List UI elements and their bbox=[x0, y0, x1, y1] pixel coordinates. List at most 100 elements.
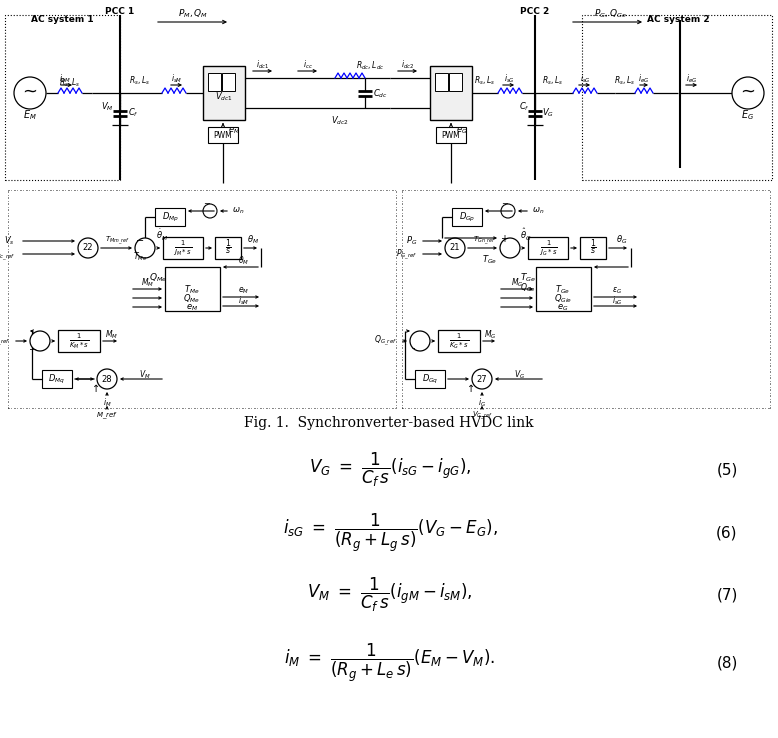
Bar bbox=[536, 267, 591, 311]
Text: $i_M$: $i_M$ bbox=[103, 397, 111, 410]
Text: $V_{G\_ref}$: $V_{G\_ref}$ bbox=[471, 410, 492, 422]
Bar bbox=[452, 208, 482, 226]
Text: $e_M$: $e_M$ bbox=[228, 125, 240, 137]
Text: $V_s$: $V_s$ bbox=[5, 235, 15, 247]
Text: ~: ~ bbox=[741, 83, 755, 101]
Text: $i_G$: $i_G$ bbox=[478, 397, 486, 410]
Text: $\frac{1}{K_G *s}$: $\frac{1}{K_G *s}$ bbox=[449, 331, 469, 351]
Text: $i_{sM}$: $i_{sM}$ bbox=[238, 294, 250, 307]
Text: $T_{Ge}$: $T_{Ge}$ bbox=[482, 254, 497, 266]
Bar bbox=[42, 370, 72, 388]
Circle shape bbox=[472, 369, 492, 389]
Text: $R_s, L_s$: $R_s, L_s$ bbox=[542, 75, 563, 87]
Circle shape bbox=[500, 238, 520, 258]
Bar bbox=[222, 73, 235, 91]
Circle shape bbox=[78, 238, 98, 258]
Text: $D_{Mp}$: $D_{Mp}$ bbox=[162, 210, 178, 224]
Text: $R_s, L_s$: $R_s, L_s$ bbox=[129, 75, 151, 87]
Bar bbox=[215, 237, 241, 259]
Circle shape bbox=[135, 238, 155, 258]
Text: (5): (5) bbox=[717, 463, 738, 477]
Text: $M\_ref$: $M\_ref$ bbox=[96, 411, 118, 421]
Bar bbox=[163, 237, 203, 259]
Text: $V_G\ =\ \dfrac{1}{C_f\, s}(i_{sG} - i_{gG}),$: $V_G\ =\ \dfrac{1}{C_f\, s}(i_{sG} - i_{… bbox=[309, 451, 471, 489]
Text: $V_M$: $V_M$ bbox=[139, 369, 151, 382]
Text: $R_s, L_s$: $R_s, L_s$ bbox=[615, 75, 636, 87]
Bar bbox=[582, 15, 772, 180]
Bar bbox=[449, 73, 462, 91]
Text: $P_G$: $P_G$ bbox=[405, 235, 417, 247]
Bar bbox=[208, 73, 221, 91]
Text: $C_f$: $C_f$ bbox=[519, 101, 529, 113]
Text: AC system 2: AC system 2 bbox=[647, 15, 710, 24]
Text: $E_M$: $E_M$ bbox=[23, 108, 37, 122]
Text: $i_{eG}$: $i_{eG}$ bbox=[686, 73, 698, 86]
Text: (8): (8) bbox=[717, 655, 738, 671]
Text: (7): (7) bbox=[717, 587, 738, 602]
Text: $R_s, L_s$: $R_s, L_s$ bbox=[59, 77, 81, 89]
Text: $e_M$: $e_M$ bbox=[186, 303, 198, 313]
Text: $-$: $-$ bbox=[501, 198, 509, 207]
Text: $Q_{Me}$: $Q_{Me}$ bbox=[184, 293, 201, 306]
Text: $C_{dc}$: $C_{dc}$ bbox=[373, 88, 387, 100]
Text: $\frac{1}{s}$: $\frac{1}{s}$ bbox=[590, 238, 597, 258]
Text: $\frac{1}{s}$: $\frac{1}{s}$ bbox=[225, 238, 232, 258]
Circle shape bbox=[14, 77, 46, 109]
Text: $P_M ,Q_M$: $P_M ,Q_M$ bbox=[178, 8, 208, 20]
Bar bbox=[203, 66, 245, 120]
Text: $\omega_n$: $\omega_n$ bbox=[232, 206, 244, 216]
Bar bbox=[5, 15, 120, 180]
Bar bbox=[435, 73, 448, 91]
Text: $e_G$: $e_G$ bbox=[456, 125, 468, 137]
Bar bbox=[436, 127, 466, 143]
Circle shape bbox=[501, 204, 515, 218]
Text: $-$: $-$ bbox=[29, 343, 37, 353]
Text: $\theta_M$: $\theta_M$ bbox=[247, 234, 259, 246]
Text: (6): (6) bbox=[717, 525, 738, 540]
Bar bbox=[208, 127, 238, 143]
Text: $\theta_M$: $\theta_M$ bbox=[238, 255, 250, 267]
Bar bbox=[438, 330, 480, 352]
Circle shape bbox=[203, 204, 217, 218]
Bar bbox=[165, 267, 220, 311]
Text: $\frac{1}{K_M *s}$: $\frac{1}{K_M *s}$ bbox=[68, 331, 89, 351]
Text: $E_G$: $E_G$ bbox=[741, 108, 755, 122]
Bar bbox=[528, 237, 568, 259]
Text: $R_{dc}, L_{dc}$: $R_{dc}, L_{dc}$ bbox=[356, 60, 384, 72]
Text: $Q_{Me}$: $Q_{Me}$ bbox=[149, 272, 167, 284]
Text: 28: 28 bbox=[102, 374, 112, 384]
Text: $i_{eM}$: $i_{eM}$ bbox=[59, 73, 71, 86]
Text: PWM: PWM bbox=[214, 131, 233, 139]
Text: $D_{Gp}$: $D_{Gp}$ bbox=[459, 210, 475, 224]
Text: $P_{G\_ref}$: $P_{G\_ref}$ bbox=[395, 248, 417, 262]
Text: $V_M\ =\ \dfrac{1}{C_f\, s}(i_{gM} - i_{sM}),$: $V_M\ =\ \dfrac{1}{C_f\, s}(i_{gM} - i_{… bbox=[307, 576, 473, 614]
Text: $\hat{\theta}_G$: $\hat{\theta}_G$ bbox=[520, 227, 531, 243]
Text: $V_{dc\_ref}$: $V_{dc\_ref}$ bbox=[0, 249, 15, 263]
Text: $T_{Me}$: $T_{Me}$ bbox=[184, 283, 200, 296]
Text: $V_G$: $V_G$ bbox=[542, 107, 554, 120]
Text: $+$: $+$ bbox=[500, 233, 510, 244]
Text: $D_{Gq}$: $D_{Gq}$ bbox=[422, 373, 438, 385]
Text: $D_{Mq}$: $D_{Mq}$ bbox=[48, 373, 65, 385]
Text: $Q_{Gie}$: $Q_{Gie}$ bbox=[554, 293, 572, 306]
Text: $V_{dc2}$: $V_{dc2}$ bbox=[331, 114, 349, 127]
Text: $\theta_G$: $\theta_G$ bbox=[616, 234, 628, 246]
Text: $V_{dc1}$: $V_{dc1}$ bbox=[215, 91, 233, 103]
Circle shape bbox=[410, 331, 430, 351]
Text: -: - bbox=[447, 234, 450, 244]
Text: $i_{cc}$: $i_{cc}$ bbox=[303, 59, 313, 72]
Circle shape bbox=[97, 369, 117, 389]
Text: $i_{sG}$: $i_{sG}$ bbox=[503, 73, 514, 86]
Text: $V_M$: $V_M$ bbox=[100, 101, 114, 113]
Text: ~: ~ bbox=[23, 83, 37, 101]
Text: $i_{sG}\ =\ \dfrac{1}{(R_g + L_g\, s)}(V_G - E_G),$: $i_{sG}\ =\ \dfrac{1}{(R_g + L_g\, s)}(V… bbox=[282, 511, 497, 554]
Circle shape bbox=[30, 331, 50, 351]
Bar bbox=[430, 66, 472, 120]
Text: $C_f$: $C_f$ bbox=[128, 107, 138, 120]
Bar bbox=[415, 370, 445, 388]
Text: 22: 22 bbox=[82, 244, 93, 252]
Circle shape bbox=[732, 77, 764, 109]
Text: $\frac{1}{J_M *s}$: $\frac{1}{J_M *s}$ bbox=[173, 238, 192, 258]
Text: -: - bbox=[412, 343, 415, 353]
Bar bbox=[58, 330, 100, 352]
